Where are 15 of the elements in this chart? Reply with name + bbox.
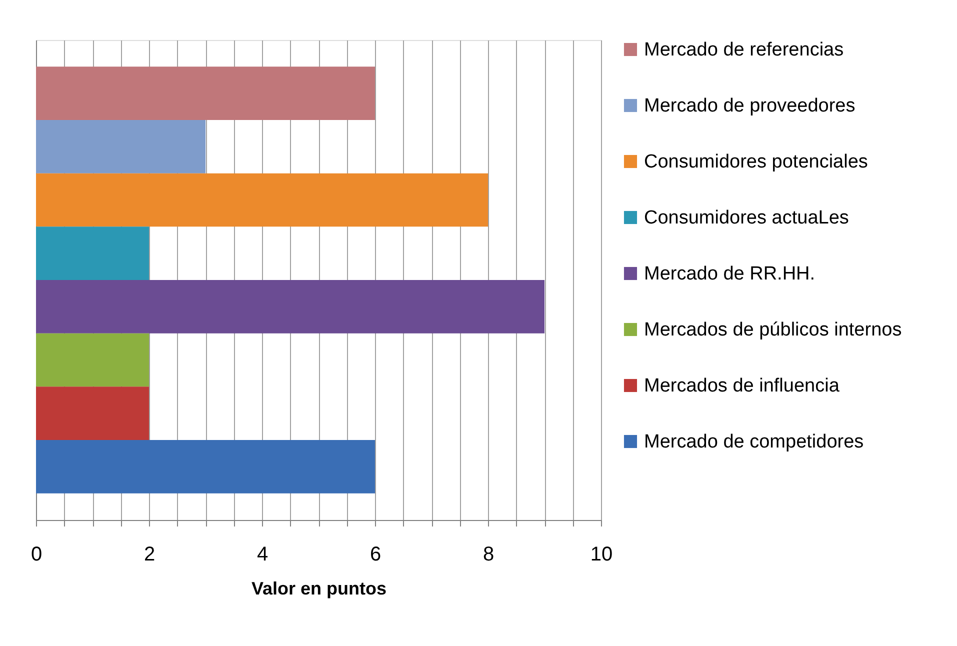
x-tick-label: 10 <box>590 544 613 566</box>
x-tick-label: 0 <box>30 544 42 566</box>
legend-label: Mercado de referencias <box>644 40 844 60</box>
x-tick-label: 4 <box>256 544 268 566</box>
x-tick-label: 6 <box>370 544 382 566</box>
x-axis-title: Valor en puntos <box>251 578 387 598</box>
legend-label: Mercado de competidores <box>644 432 864 452</box>
legend-label: Mercados de públicos internos <box>644 320 902 340</box>
x-tick-label: 8 <box>482 544 494 566</box>
legend-label: Mercado de RR.HH. <box>644 264 816 284</box>
x-tick-label: 2 <box>144 544 156 566</box>
legend-label: Consumidores potenciales <box>644 152 868 172</box>
legend-label: Mercados de influencia <box>644 376 840 396</box>
legend-label: Mercado de proveedores <box>644 96 856 116</box>
legend-label: Consumidores actuaLes <box>644 208 849 228</box>
